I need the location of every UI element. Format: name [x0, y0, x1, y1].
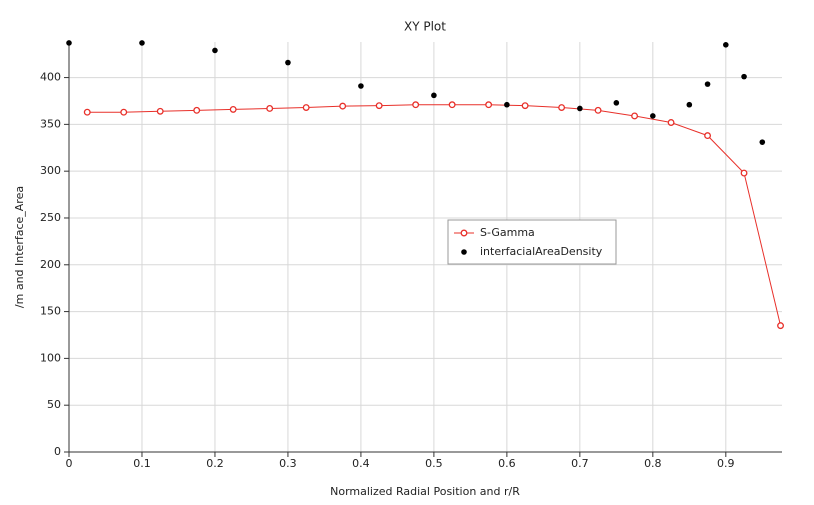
- data-point: [412, 101, 420, 109]
- y-tick-label: 100: [40, 351, 61, 364]
- y-tick-label: 400: [40, 71, 61, 84]
- y-tick-label: 150: [40, 305, 61, 318]
- y-axis-label: /m and Interface_Area: [13, 186, 26, 308]
- data-point: [704, 132, 712, 140]
- data-point: [120, 108, 128, 116]
- legend-box: [447, 219, 617, 265]
- data-point: [285, 59, 291, 66]
- data-point: [66, 40, 72, 46]
- data-point: [613, 100, 620, 106]
- data-point: [302, 104, 310, 111]
- data-point: [723, 42, 729, 48]
- x-tick-label: 0.3: [279, 457, 297, 470]
- x-tick-label: 0.2: [206, 457, 224, 470]
- x-tick-label: 0.1: [133, 457, 151, 470]
- data-point: [485, 101, 493, 109]
- legend-marker: [461, 249, 467, 255]
- data-point: [740, 169, 748, 177]
- data-point: [83, 108, 91, 116]
- data-point: [631, 112, 639, 120]
- data-point: [741, 73, 747, 80]
- y-tick-label: 300: [40, 164, 61, 177]
- x-axis-label: Normalized Radial Position and r/R: [330, 485, 520, 498]
- data-point: [686, 101, 693, 108]
- data-point: [777, 322, 784, 330]
- data-point: [504, 101, 510, 108]
- data-point: [521, 102, 529, 110]
- y-tick-label: 200: [40, 258, 61, 271]
- data-point: [156, 107, 164, 115]
- x-tick-label: 0.4: [352, 457, 370, 470]
- x-tick-label: 0.5: [425, 457, 443, 470]
- data-point: [594, 106, 602, 114]
- data-point: [704, 81, 711, 87]
- legend-marker: [460, 229, 468, 237]
- x-tick-label: 0.7: [571, 457, 589, 470]
- legend-label: S-Gamma: [480, 226, 535, 239]
- data-point: [193, 106, 201, 114]
- data-point: [759, 139, 766, 145]
- chart-title: XY Plot: [404, 20, 446, 34]
- data-point: [229, 105, 237, 113]
- x-tick-label: 0.6: [498, 457, 516, 470]
- y-tick-label: 0: [54, 445, 61, 458]
- legend: S-Gamma interfacialAreaDensity: [447, 219, 617, 265]
- y-tick-label: 350: [40, 117, 61, 130]
- data-point: [558, 104, 566, 111]
- y-tick-label: 250: [40, 211, 61, 224]
- data-point: [212, 47, 218, 54]
- series-line: [87, 104, 782, 326]
- x-tick-label: 0.8: [644, 457, 662, 470]
- x-tick-label: 0.9: [717, 457, 735, 470]
- data-point: [358, 83, 364, 89]
- data-point: [650, 113, 656, 119]
- data-point: [139, 40, 145, 46]
- data-point: [339, 102, 347, 110]
- legend-label: interfacialAreaDensity: [480, 245, 603, 258]
- data-point: [375, 102, 383, 110]
- data-point: [266, 105, 274, 112]
- data-point: [431, 92, 437, 99]
- x-tick-label: 0: [66, 457, 73, 470]
- data-point: [577, 105, 583, 112]
- data-point: [448, 101, 456, 109]
- data-point: [667, 119, 675, 126]
- y-tick-label: 50: [47, 398, 61, 411]
